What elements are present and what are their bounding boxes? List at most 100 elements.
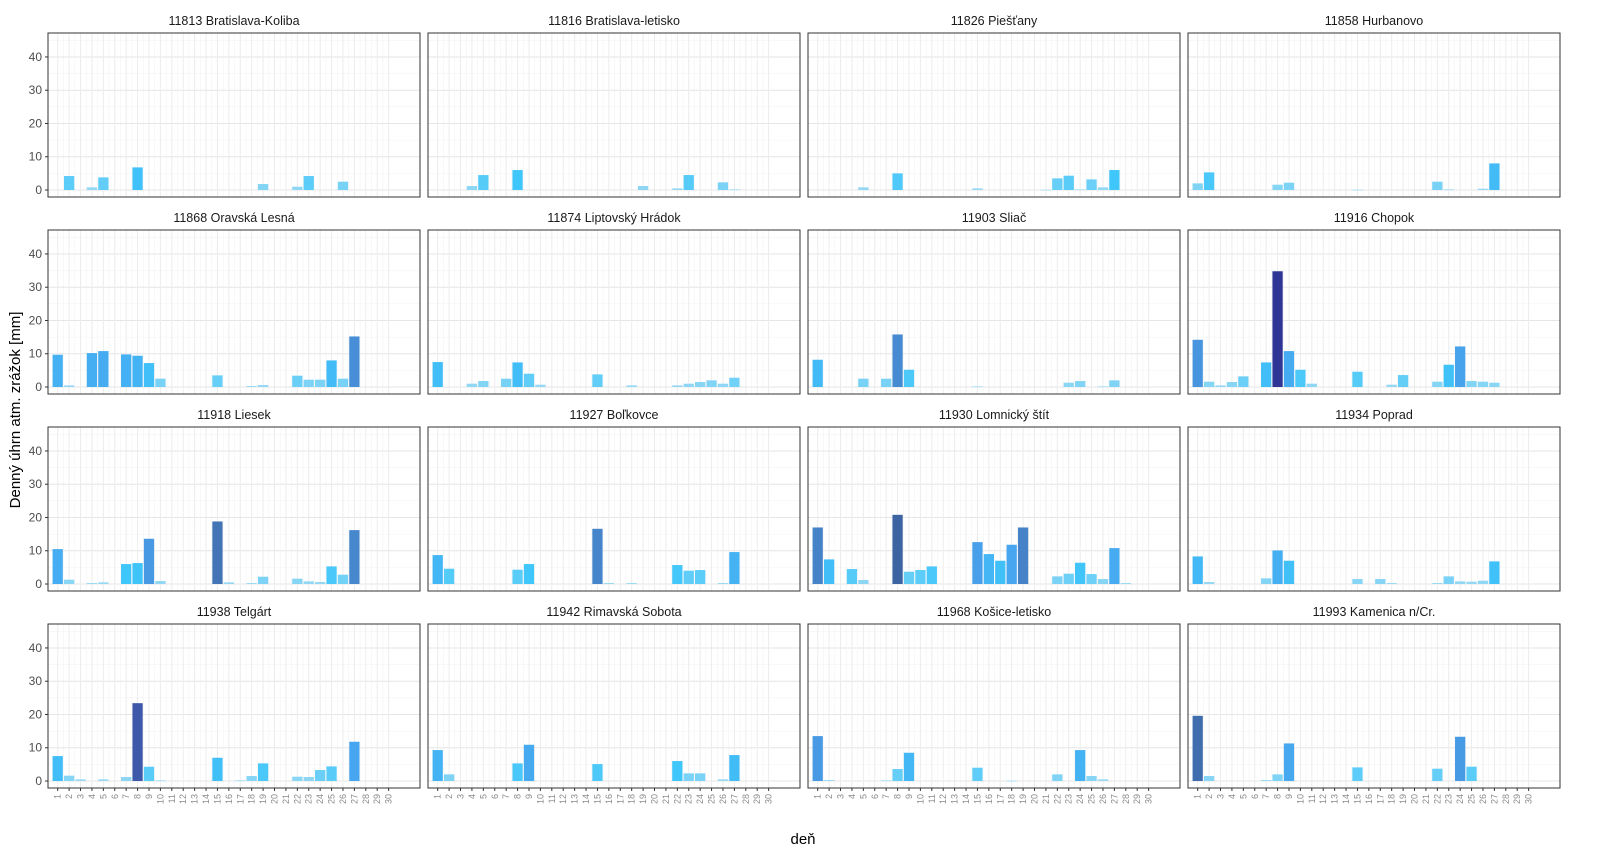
- y-tick-label: 40: [29, 247, 43, 261]
- bar: [812, 359, 823, 388]
- x-tick-label: 1: [53, 794, 63, 799]
- bar: [98, 582, 109, 585]
- y-tick-label: 40: [29, 444, 43, 458]
- bar: [1261, 780, 1272, 782]
- bar: [1386, 384, 1397, 388]
- bar: [443, 568, 455, 585]
- x-tick-label: 3: [1216, 794, 1226, 799]
- bar: [1397, 375, 1409, 388]
- bar: [52, 756, 63, 782]
- x-tick-label: 22: [672, 794, 682, 804]
- panel-title: 11874 Liptovský Hrádok: [547, 211, 681, 225]
- panel-title: 11934 Poprad: [1335, 408, 1413, 422]
- y-tick-label: 10: [29, 741, 43, 755]
- bar: [443, 774, 455, 782]
- x-tick-label: 25: [707, 794, 717, 804]
- bar: [823, 780, 835, 782]
- bar: [303, 581, 314, 585]
- bar: [1097, 187, 1109, 191]
- bar: [326, 360, 337, 388]
- panel-background: [808, 624, 1180, 788]
- bar: [683, 773, 694, 782]
- bar: [1261, 362, 1272, 388]
- bar: [143, 363, 155, 388]
- y-tick-label: 10: [29, 150, 43, 164]
- bar: [535, 384, 546, 388]
- bar: [1432, 768, 1443, 782]
- x-tick-label: 19: [258, 794, 268, 804]
- y-tick-label: 0: [35, 577, 42, 591]
- panel-background: [428, 33, 800, 197]
- y-tick-label: 0: [35, 774, 42, 788]
- y-tick-label: 30: [29, 280, 43, 294]
- x-tick-label: 26: [338, 794, 348, 804]
- x-tick-label: 29: [752, 794, 762, 804]
- bar: [132, 355, 143, 388]
- bar: [892, 514, 903, 585]
- panel-border: [427, 229, 801, 395]
- panel-border: [807, 229, 1181, 395]
- bar: [1352, 767, 1363, 782]
- bar: [846, 569, 858, 585]
- x-tick-label: 17: [995, 794, 1005, 804]
- bar: [1238, 376, 1249, 388]
- x-tick-label: 12: [178, 794, 188, 804]
- y-tick-label: 10: [29, 544, 43, 558]
- y-tick-label: 0: [35, 183, 42, 197]
- bar: [823, 559, 835, 585]
- y-tick-label: 20: [29, 313, 43, 327]
- x-tick-label: 10: [915, 794, 925, 804]
- bar: [1086, 574, 1097, 585]
- bar: [881, 780, 892, 782]
- bar: [212, 757, 223, 782]
- x-tick-label: 5: [478, 794, 488, 799]
- x-tick-label: 2: [444, 794, 454, 799]
- x-tick-label: 30: [764, 794, 774, 804]
- bar: [683, 175, 694, 191]
- bar: [1295, 369, 1306, 388]
- x-tick-label: 27: [1109, 794, 1119, 804]
- x-tick-label: 20: [1410, 794, 1420, 804]
- x-tick-label: 21: [1421, 794, 1431, 804]
- bar: [121, 354, 132, 388]
- panel-border: [47, 426, 421, 592]
- panel-border: [427, 426, 801, 592]
- panel-border: [1187, 426, 1561, 592]
- bar: [1063, 175, 1074, 191]
- x-tick-label: 10: [155, 794, 165, 804]
- panel-title: 11930 Lomnický štít: [939, 408, 1050, 422]
- bar: [1443, 189, 1454, 191]
- bar: [1063, 382, 1074, 388]
- x-tick-label: 2: [824, 794, 834, 799]
- bar: [717, 182, 729, 191]
- bar: [1097, 579, 1109, 585]
- x-tick-label: 3: [456, 794, 466, 799]
- bar: [349, 741, 360, 782]
- bar: [512, 569, 523, 585]
- x-tick-label: 12: [1318, 794, 1328, 804]
- x-tick-label: 4: [1227, 794, 1237, 799]
- panel-title: 11942 Rimavská Sobota: [546, 605, 681, 619]
- x-tick-label: 3: [76, 794, 86, 799]
- x-tick-label: 25: [1467, 794, 1477, 804]
- x-tick-label: 7: [121, 794, 131, 799]
- bar: [1283, 743, 1295, 782]
- x-tick-label: 25: [1087, 794, 1097, 804]
- x-tick-label: 11: [1307, 794, 1317, 803]
- x-tick-label: 6: [110, 794, 120, 799]
- panel-title: 11968 Košice-letisko: [937, 605, 1051, 619]
- bar: [246, 776, 257, 782]
- bar: [1306, 383, 1317, 388]
- x-tick-label: 23: [1064, 794, 1074, 804]
- x-tick-label: 14: [961, 794, 971, 804]
- bar: [626, 583, 637, 585]
- panel-title: 11938 Telgárt: [197, 605, 272, 619]
- bar: [695, 773, 706, 782]
- x-tick-label: 21: [661, 794, 671, 804]
- x-tick-label: 1: [1193, 794, 1203, 799]
- x-tick-label: 18: [247, 794, 257, 804]
- bar: [717, 583, 729, 585]
- x-tick-label: 17: [615, 794, 625, 804]
- x-tick-label: 19: [638, 794, 648, 804]
